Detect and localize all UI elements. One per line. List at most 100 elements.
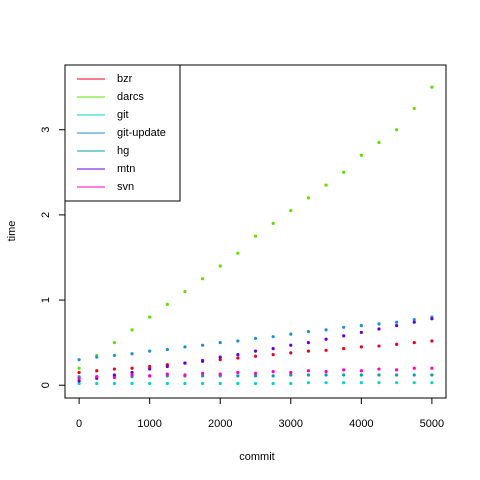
point bbox=[253, 336, 258, 340]
point bbox=[95, 375, 99, 379]
legend-label: svn bbox=[117, 181, 134, 193]
point bbox=[377, 373, 381, 377]
point bbox=[377, 381, 381, 385]
point bbox=[165, 302, 169, 306]
point bbox=[183, 373, 187, 377]
point bbox=[95, 355, 99, 359]
point bbox=[430, 85, 434, 89]
point bbox=[412, 341, 416, 345]
point bbox=[236, 352, 240, 357]
point bbox=[165, 381, 169, 386]
point bbox=[395, 368, 399, 372]
point bbox=[236, 374, 240, 378]
point bbox=[342, 368, 346, 372]
point bbox=[324, 183, 328, 187]
point bbox=[112, 375, 116, 380]
point bbox=[430, 366, 434, 370]
point bbox=[130, 370, 134, 375]
point bbox=[112, 381, 116, 386]
point bbox=[324, 328, 328, 332]
y-tick-label: 0 bbox=[40, 382, 52, 388]
x-tick-label: 1000 bbox=[137, 418, 161, 430]
point bbox=[377, 344, 381, 348]
point bbox=[306, 196, 311, 200]
point bbox=[289, 373, 293, 377]
point bbox=[342, 381, 346, 385]
point bbox=[130, 328, 134, 332]
point bbox=[77, 358, 81, 362]
point bbox=[130, 373, 134, 377]
point bbox=[306, 329, 311, 334]
point bbox=[342, 347, 346, 351]
point bbox=[95, 369, 99, 373]
point bbox=[200, 277, 205, 281]
point bbox=[359, 153, 363, 157]
point bbox=[218, 355, 222, 359]
point bbox=[165, 347, 169, 352]
point bbox=[359, 324, 363, 328]
point bbox=[112, 353, 116, 358]
point bbox=[289, 351, 293, 355]
point bbox=[77, 379, 81, 383]
point bbox=[253, 371, 258, 375]
point bbox=[253, 349, 258, 353]
point bbox=[306, 349, 311, 353]
point bbox=[324, 381, 328, 385]
point bbox=[112, 373, 116, 377]
point bbox=[77, 370, 81, 375]
point bbox=[77, 366, 81, 370]
point bbox=[412, 320, 416, 324]
point bbox=[271, 369, 275, 374]
point bbox=[148, 315, 152, 319]
point bbox=[289, 209, 293, 213]
point bbox=[289, 343, 293, 347]
point bbox=[271, 352, 275, 357]
point bbox=[148, 367, 152, 371]
point bbox=[253, 234, 258, 238]
legend-label: mtn bbox=[117, 163, 135, 175]
plot-frame bbox=[64, 64, 447, 399]
point bbox=[112, 341, 116, 345]
y-axis-label: time bbox=[6, 221, 18, 242]
x-tick-label: 3000 bbox=[279, 418, 303, 430]
legend-label: bzr bbox=[117, 73, 133, 85]
point bbox=[271, 374, 275, 378]
point bbox=[130, 366, 134, 370]
point bbox=[271, 347, 275, 351]
point bbox=[236, 251, 240, 255]
point bbox=[236, 339, 240, 343]
point bbox=[395, 381, 399, 385]
point bbox=[412, 366, 416, 370]
point bbox=[253, 374, 258, 378]
point bbox=[130, 352, 134, 356]
point bbox=[218, 264, 222, 268]
point bbox=[430, 317, 434, 321]
point bbox=[165, 364, 169, 369]
point bbox=[377, 322, 381, 326]
point bbox=[271, 221, 275, 226]
point bbox=[430, 381, 434, 385]
legend-label: git-update bbox=[117, 127, 166, 139]
point bbox=[430, 373, 434, 377]
point bbox=[200, 343, 205, 347]
point bbox=[359, 345, 363, 349]
point bbox=[289, 370, 293, 375]
point bbox=[200, 358, 205, 363]
point bbox=[183, 345, 187, 349]
point bbox=[148, 349, 152, 353]
point bbox=[342, 325, 346, 329]
point bbox=[377, 367, 381, 371]
point bbox=[430, 339, 434, 343]
point bbox=[253, 354, 258, 358]
x-tick-label: 2000 bbox=[208, 418, 232, 430]
point bbox=[377, 140, 381, 145]
point bbox=[200, 381, 205, 386]
x-axis-label: commit bbox=[239, 451, 274, 463]
legend-label: git bbox=[117, 109, 129, 121]
point bbox=[271, 381, 275, 386]
point bbox=[359, 373, 363, 377]
point bbox=[412, 373, 416, 377]
point bbox=[200, 371, 205, 375]
point bbox=[95, 381, 99, 386]
y-tick-label: 2 bbox=[40, 212, 52, 218]
